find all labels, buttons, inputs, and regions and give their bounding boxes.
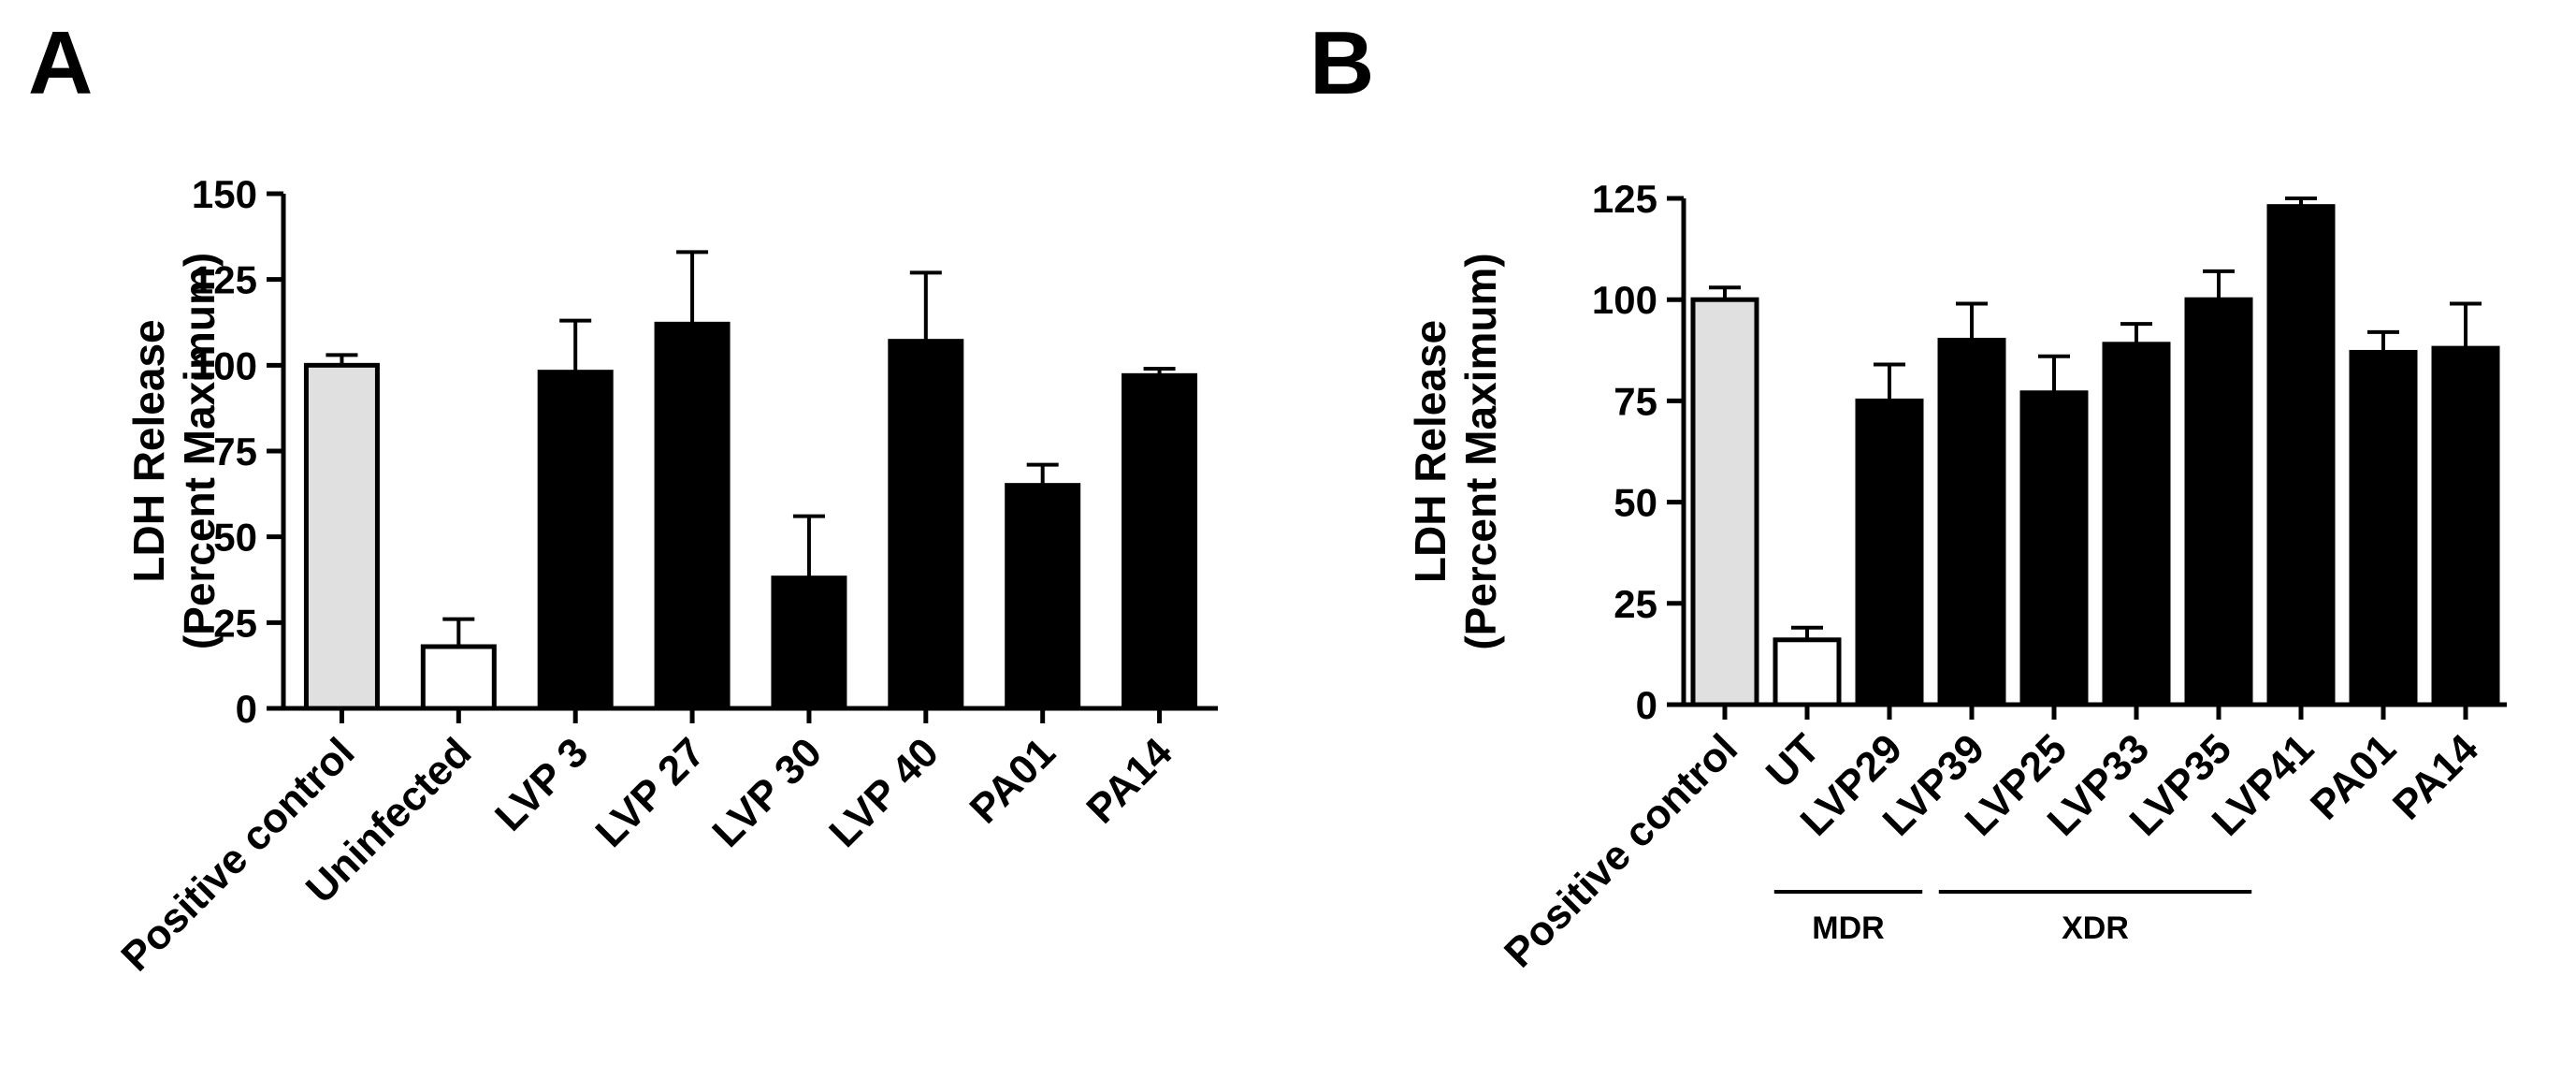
y-tick-label: 75 — [213, 430, 257, 473]
category-label: LVP 30 — [703, 729, 831, 856]
y-tick-label: 75 — [1614, 379, 1657, 423]
category-label: LVP 3 — [486, 729, 597, 839]
bar — [2019, 390, 2089, 707]
panel-label: B — [1310, 13, 1374, 113]
y-tick-label: 0 — [1636, 683, 1657, 727]
y-tick-label: 100 — [192, 343, 257, 387]
category-label: PA14 — [2384, 725, 2488, 829]
group-label: XDR — [2062, 910, 2129, 946]
bar — [888, 339, 964, 711]
bar — [1690, 297, 1759, 707]
bar — [1937, 337, 2006, 707]
chart-panel-a: A LDH Release (Percent Maximum) 0 25 50 75 100 1… — [28, 13, 1218, 980]
bar — [2349, 349, 2418, 707]
y-tick-label: 100 — [1592, 278, 1657, 322]
bar — [303, 362, 380, 711]
y-axis-label-line1: LDH Release — [124, 319, 173, 582]
category-label: PA01 — [2302, 725, 2405, 828]
bar — [2102, 342, 2171, 707]
bar — [2266, 204, 2336, 707]
y-tick-label: 150 — [192, 172, 257, 216]
y-axis-label-line1: LDH Release — [1406, 320, 1454, 583]
category-label: PA01 — [962, 729, 1064, 832]
y-tick-label: 25 — [213, 601, 257, 645]
y-tick-label: 50 — [1614, 481, 1657, 525]
bar — [2184, 297, 2253, 707]
bar — [1855, 398, 1924, 707]
y-tick-label: 125 — [192, 258, 257, 302]
y-tick-label: 125 — [1592, 177, 1657, 221]
bar — [654, 321, 731, 711]
y-tick-label: 50 — [213, 516, 257, 560]
y-axis-label-line2: (Percent Maximum) — [175, 253, 224, 649]
y-axis-label-line2: (Percent Maximum) — [1456, 253, 1505, 649]
category-label: LVP 40 — [820, 729, 948, 856]
bar — [771, 575, 847, 711]
panel-label: A — [28, 13, 93, 113]
group-label: MDR — [1812, 910, 1884, 946]
category-label: LVP 27 — [587, 729, 715, 856]
bar — [1122, 372, 1198, 711]
category-label: PA14 — [1078, 729, 1181, 833]
y-tick-label: 0 — [236, 687, 257, 731]
bar — [2431, 345, 2500, 707]
category-label: Positive control — [1496, 725, 1746, 976]
chart-panel-b: B LDH Release (Percent Maximum) 0 25 50 75 100 1… — [1310, 13, 2507, 976]
y-tick-label: 25 — [1614, 582, 1657, 626]
bar — [420, 644, 497, 711]
bar — [537, 370, 614, 711]
bar — [1773, 637, 1842, 707]
bar — [1005, 483, 1081, 711]
